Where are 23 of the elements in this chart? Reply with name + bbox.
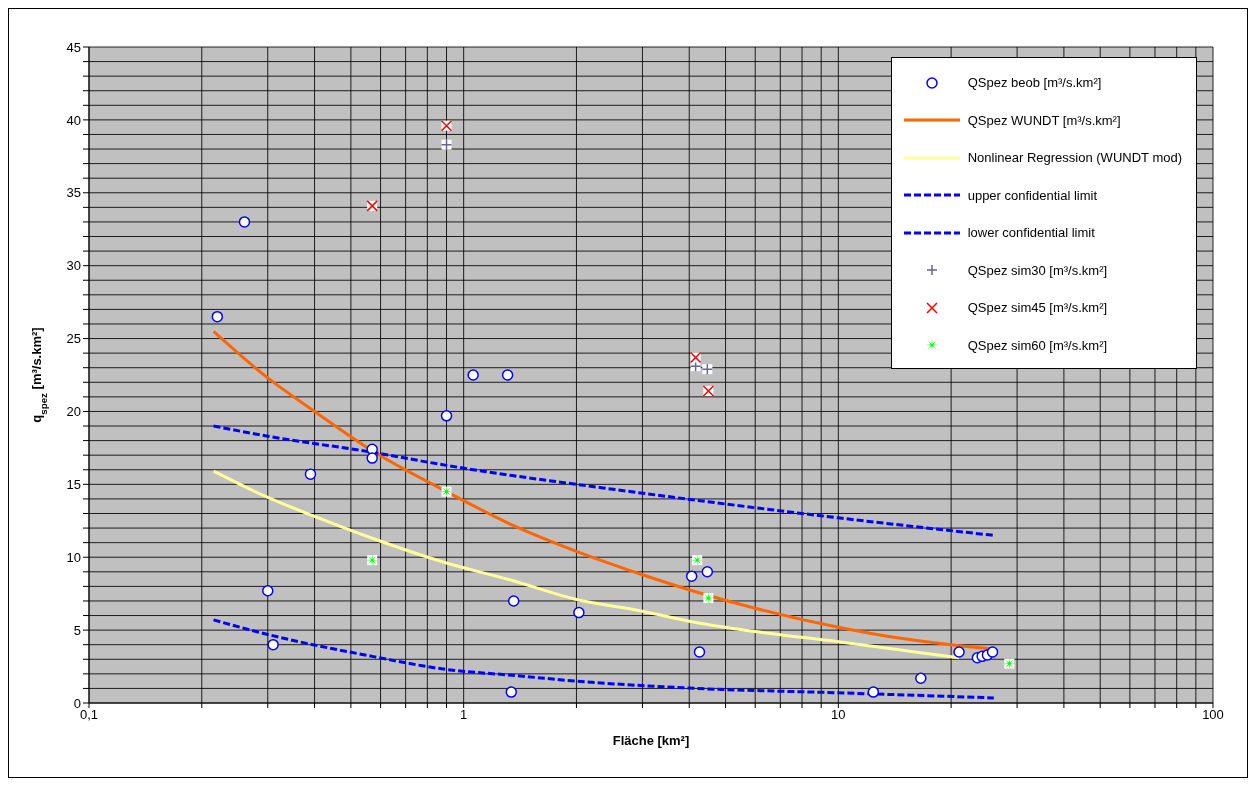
y-tick-label: 20 [66,404,81,420]
y-tick-label: 10 [66,549,81,565]
y-tick-label: 30 [66,258,81,274]
x-tick-label: 10 [831,707,846,723]
legend-label: Nonlinear Regression (WUNDT mod) [967,150,1182,166]
y-tick-label: 40 [66,112,81,128]
legend-label: lower confidential limit [967,225,1095,241]
legend-label: QSpez sim30 [m³/s.km²] [967,262,1108,278]
legend-label: QSpez sim60 [m³/s.km²] [967,337,1108,353]
x-tick-label: 0,1 [79,707,99,723]
y-tick-label: 5 [73,622,81,638]
y-tick-label: 35 [66,185,81,201]
legend-label: upper confidential limit [967,187,1098,203]
y-tick-label: 25 [66,331,81,347]
legend-label: QSpez beob [m³/s.km²] [967,75,1102,91]
y-tick-label: 15 [66,476,81,492]
y-tick-label: 0 [73,695,81,711]
legend-label: QSpez WUNDT [m³/s.km²] [967,112,1121,128]
x-tick-label: 100 [1202,707,1224,723]
x-axis-title: Fläche [km²] [612,733,690,748]
y-tick-label: 45 [66,39,81,55]
legend-label: QSpez sim45 [m³/s.km²] [967,300,1108,316]
x-tick-label: 1 [460,707,468,723]
